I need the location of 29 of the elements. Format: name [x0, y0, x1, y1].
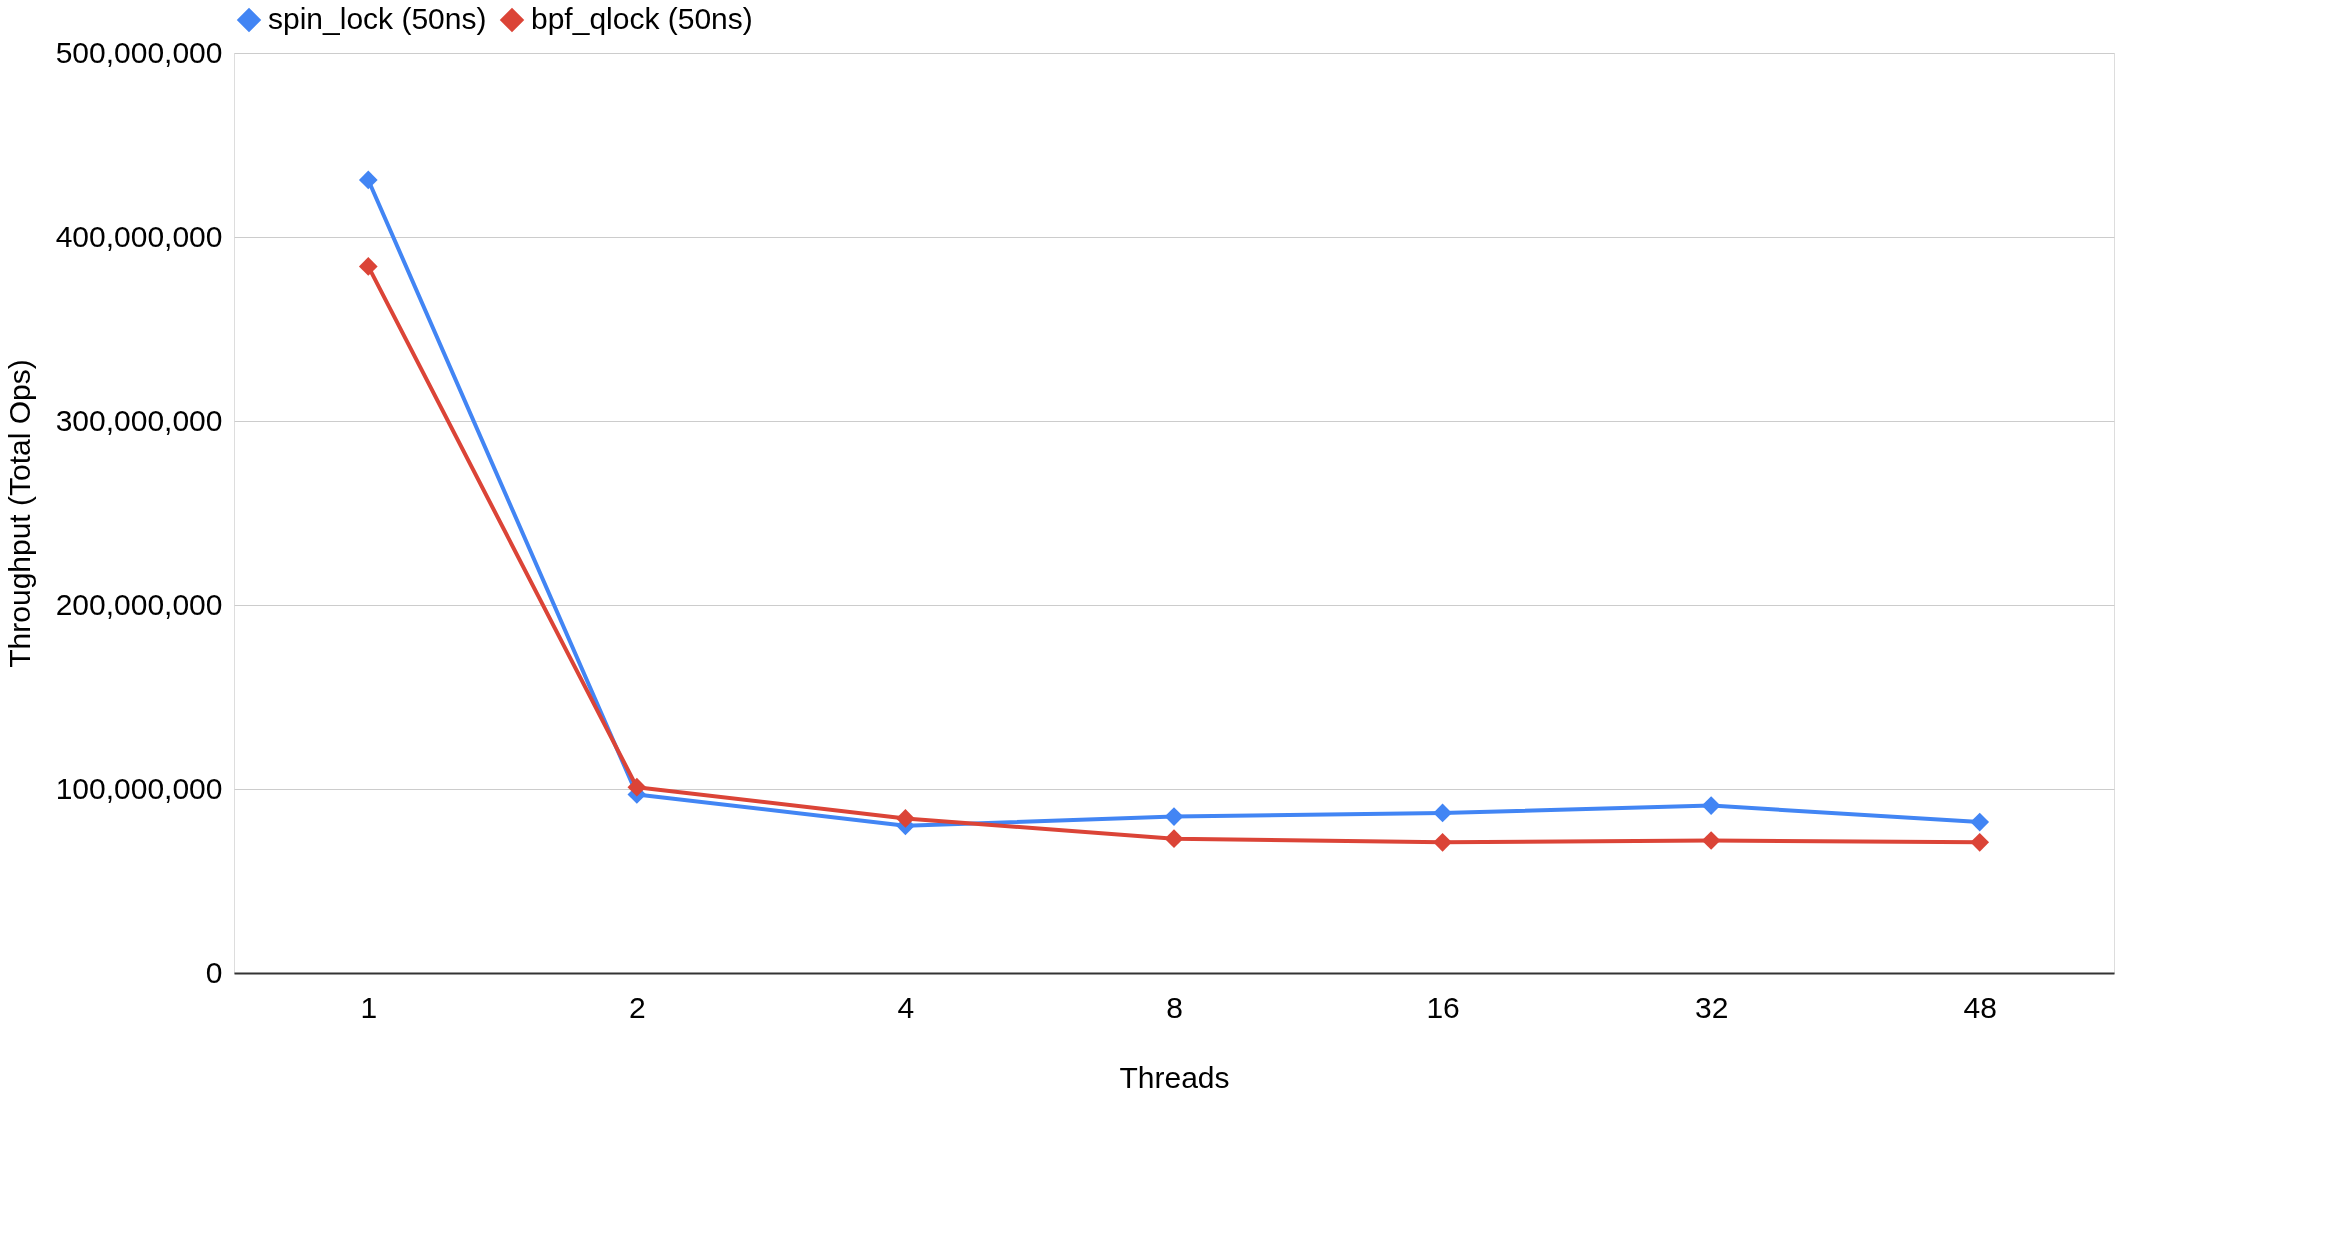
y-tick-label: 500,000,000 — [55, 35, 223, 69]
y-tick-label: 0 — [205, 955, 223, 989]
x-tick-label: 4 — [897, 990, 915, 1024]
point — [627, 777, 647, 797]
point — [1970, 833, 1990, 852]
y-tick-label: 300,000,000 — [55, 403, 223, 437]
x-tick-label: 2 — [629, 990, 646, 1024]
point — [1970, 812, 1990, 832]
point — [1701, 831, 1721, 850]
point — [1164, 807, 1184, 826]
point — [1164, 829, 1184, 849]
legend-label: spin_lock (50ns) — [268, 2, 487, 35]
point — [1701, 796, 1721, 815]
x-tick-label: 32 — [1694, 990, 1729, 1024]
point — [896, 809, 915, 828]
y-tick-label: 400,000,000 — [55, 219, 223, 253]
point — [1433, 803, 1452, 823]
x-tick-label: 8 — [1166, 990, 1183, 1024]
y-tick-label: 100,000,000 — [55, 771, 223, 805]
point — [1433, 833, 1452, 852]
legend-label: bpf_qlock (50ns) — [531, 2, 753, 35]
x-axis-title: Threads — [1119, 1060, 1230, 1094]
x-tick-label: 48 — [1963, 990, 1997, 1024]
x-tick-label: 1 — [360, 990, 378, 1024]
x-tick-label: 16 — [1426, 990, 1460, 1024]
y-tick-label: 200,000,000 — [55, 587, 223, 621]
point — [358, 170, 378, 190]
point — [358, 257, 378, 276]
y-axis-title: Throughput (Total Ops) — [2, 359, 36, 668]
